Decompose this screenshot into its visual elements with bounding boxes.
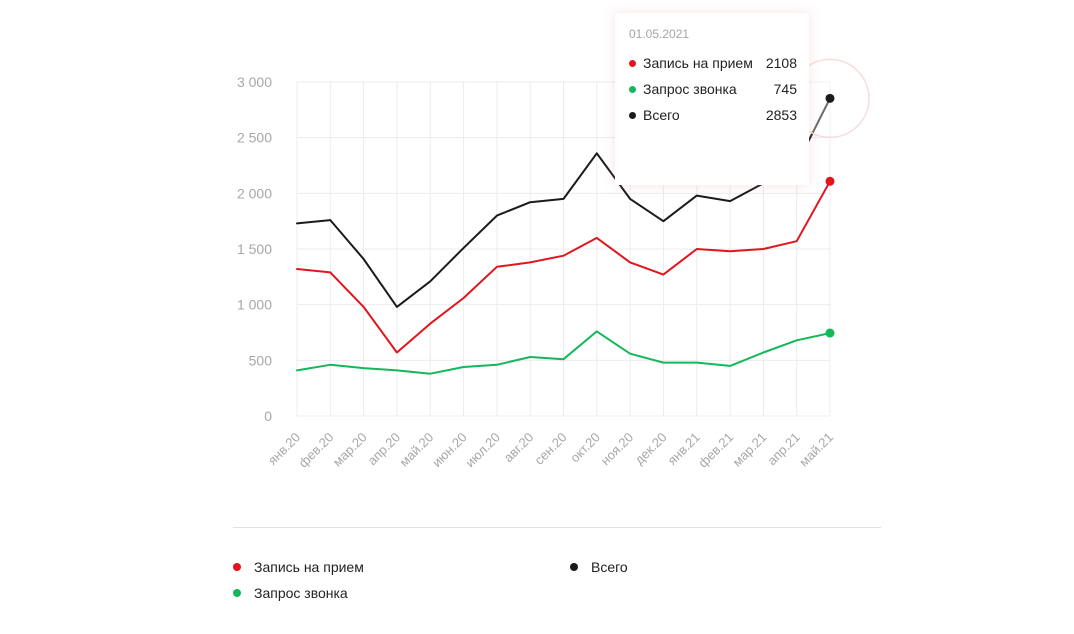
y-tick-label: 2 000: [237, 185, 272, 201]
series-point-0[interactable]: [825, 93, 835, 103]
tooltip-label-callback: Запрос звонка: [643, 81, 737, 97]
x-tick-label: июл.20: [462, 430, 503, 471]
tooltip-row-appointment: Запись на прием 2108: [629, 54, 797, 74]
x-tick-label: апр.21: [764, 430, 803, 469]
legend-dot-callback: [233, 589, 241, 597]
tooltip-dot-appointment: [629, 60, 636, 67]
series: [296, 58, 870, 375]
y-tick-label: 2 500: [237, 130, 272, 146]
x-axis: янв.20фев.20мар.20апр.20май.20июн.20июл.…: [265, 430, 836, 471]
y-axis: 0 500 1 000 1 500 2 000 2 500 3 000: [237, 74, 272, 424]
tooltip-row-total: Всего 2853: [629, 106, 797, 126]
tooltip-dot-total: [629, 112, 636, 119]
x-tick-label: мар.20: [330, 430, 370, 470]
series-point-2[interactable]: [825, 328, 835, 338]
x-tick-label: дек.20: [632, 430, 670, 468]
tooltip-label-appointment: Запись на прием: [643, 55, 753, 71]
y-tick-label: 1 500: [237, 241, 272, 257]
legend-label-callback: Запрос звонка: [254, 585, 348, 601]
x-tick-label: май.20: [396, 430, 436, 470]
y-tick-label: 1 000: [237, 297, 272, 313]
x-tick-label: мар.21: [730, 430, 770, 470]
tooltip-label-total: Всего: [643, 107, 680, 123]
tooltip-value-appointment: 2108: [765, 55, 797, 71]
series-line-2: [296, 330, 831, 375]
legend-dot-total: [570, 563, 578, 571]
tooltip: 01.05.2021 Запись на прием 2108 Запрос з…: [615, 13, 809, 185]
tooltip-value-total: 2853: [765, 107, 797, 123]
x-tick-label: окт.20: [567, 430, 603, 466]
x-tick-label: апр.20: [364, 430, 403, 469]
legend-dot-appointment: [233, 563, 241, 571]
x-tick-label: сен.20: [531, 430, 569, 468]
tooltip-row-callback: Запрос звонка 745: [629, 80, 797, 100]
series-line-0: [296, 97, 831, 308]
x-tick-label: июн.20: [429, 430, 469, 470]
x-tick-label: фев.21: [695, 430, 736, 471]
tooltip-date: 01.05.2021: [629, 27, 690, 41]
tooltip-value-callback: 745: [773, 81, 797, 97]
y-tick-label: 500: [249, 352, 273, 368]
x-tick-label: май.21: [796, 430, 836, 470]
series-line-1: [296, 180, 831, 354]
series-point-1[interactable]: [825, 176, 835, 186]
y-tick-label: 3 000: [237, 74, 272, 90]
legend-divider: [233, 527, 881, 528]
x-tick-label: авг.20: [501, 430, 537, 466]
legend-label-total: Всего: [591, 559, 628, 575]
legend-label-appointment: Запись на прием: [254, 559, 364, 575]
tooltip-dot-callback: [629, 86, 636, 93]
x-tick-label: фев.20: [295, 430, 336, 471]
x-tick-label: ноя.20: [598, 430, 637, 469]
y-tick-label: 0: [264, 408, 272, 424]
